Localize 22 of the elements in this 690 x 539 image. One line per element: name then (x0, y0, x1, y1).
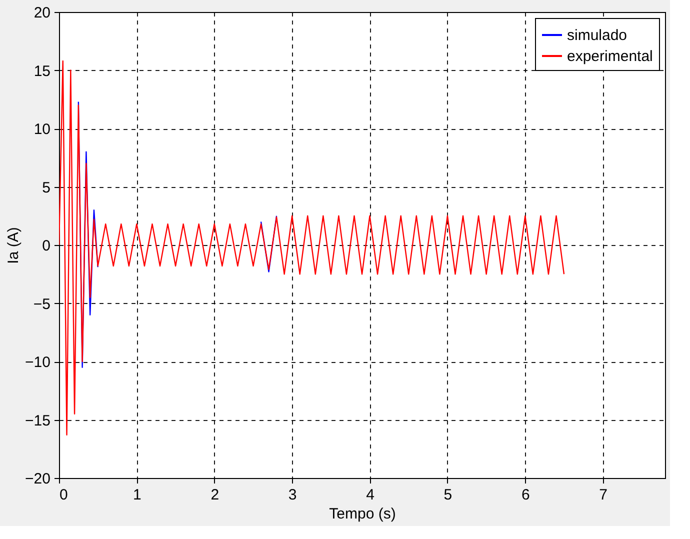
legend-label: simulado (567, 27, 628, 44)
x-axis-title: Tempo (s) (329, 506, 396, 522)
x-tick-label: 3 (288, 486, 297, 504)
x-tick-label: 0 (60, 486, 68, 504)
x-tick-label: 7 (599, 486, 608, 504)
x-tick-label: 1 (133, 486, 142, 504)
y-tick-label: 5 (42, 179, 50, 196)
x-tick-label: 6 (521, 486, 530, 504)
y-tick-label: −20 (25, 470, 50, 488)
y-tick-label: −15 (25, 412, 50, 430)
y-tick-label: −5 (33, 296, 50, 313)
line-series (59, 60, 565, 436)
y-tick-label: 20 (34, 4, 50, 22)
y-tick-label: 15 (34, 62, 50, 80)
y-tick-label: −10 (25, 354, 50, 371)
x-tick-label: 5 (444, 486, 452, 504)
x-tick-label: 4 (366, 486, 374, 504)
y-axis-title: Ia (A) (5, 227, 22, 264)
y-tick-label: 0 (42, 238, 50, 254)
y-tick-label: 10 (34, 121, 50, 138)
x-tick-label: 2 (210, 486, 220, 504)
legend-label: experimental (567, 48, 653, 65)
